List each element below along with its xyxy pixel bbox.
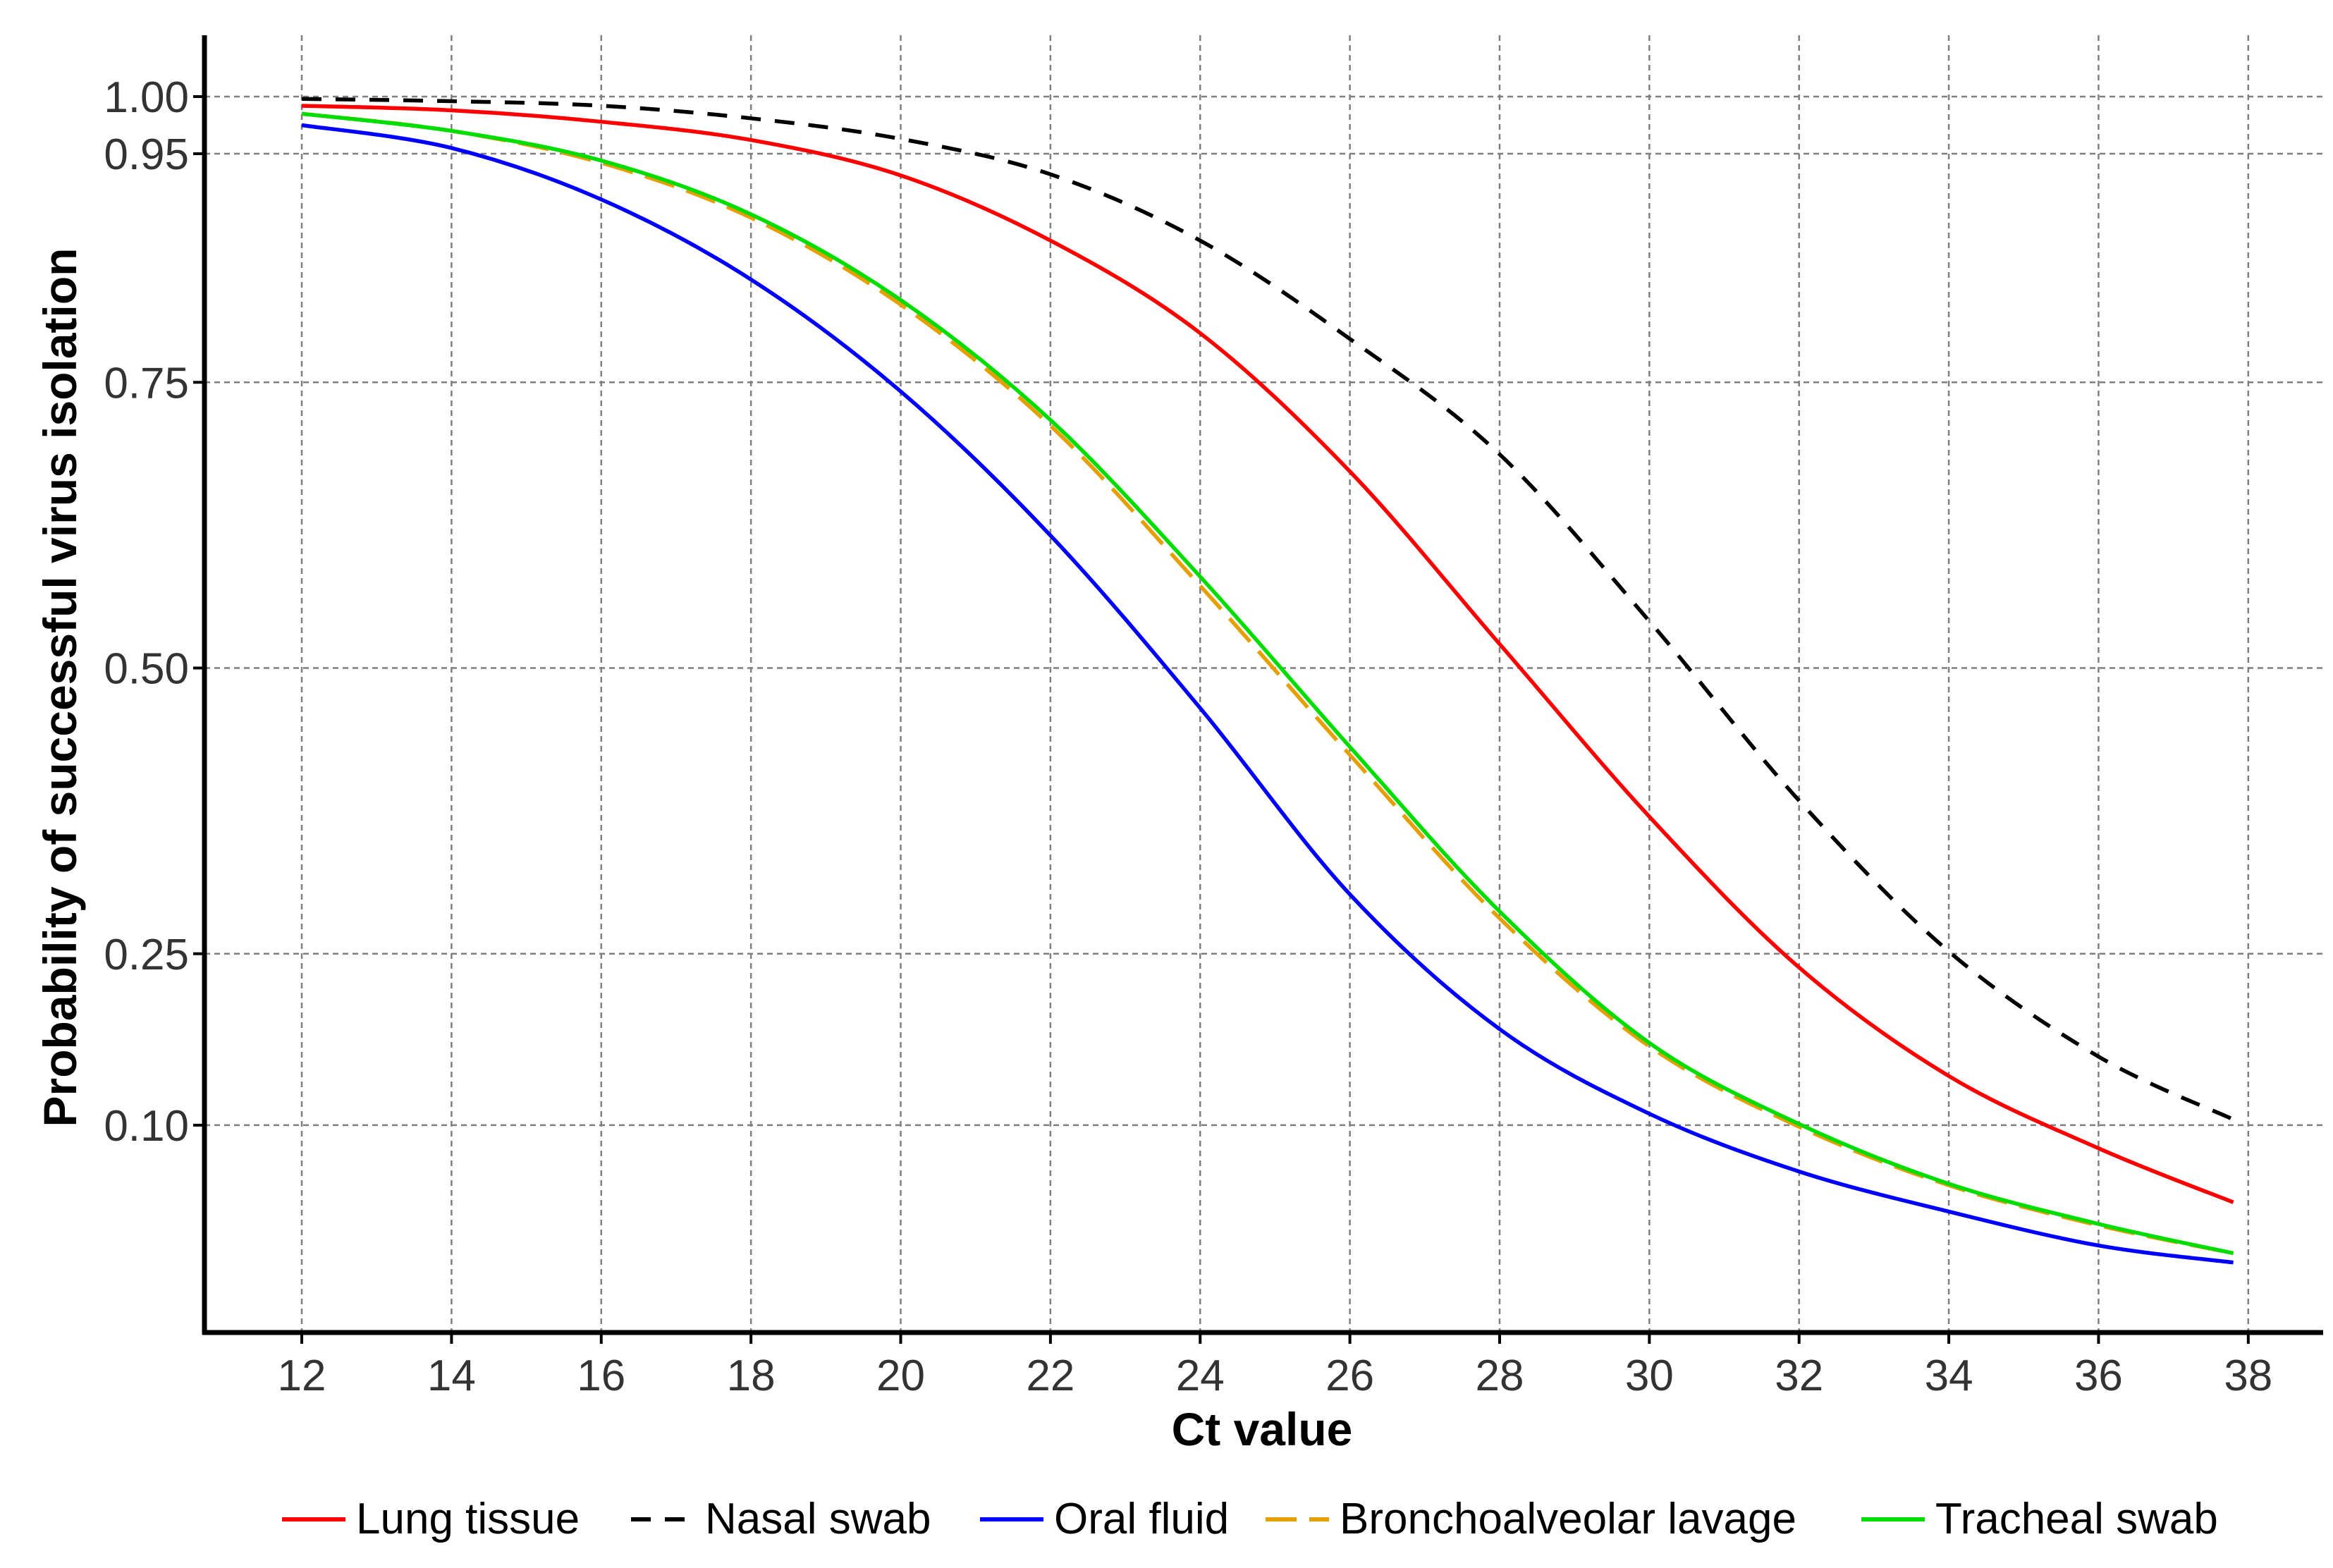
x-tick-label-22: 22 bbox=[1026, 1352, 1074, 1400]
y-axis-ticks: 1.00 0.95 0.75 0.50 0.25 0.10 bbox=[104, 73, 204, 1151]
horizontal-gridlines bbox=[204, 95, 2323, 1127]
x-tick-label-38: 38 bbox=[2224, 1352, 2272, 1400]
series-lines bbox=[301, 97, 2234, 1265]
x-tick-label-28: 28 bbox=[1475, 1352, 1524, 1400]
x-tick-label-14: 14 bbox=[427, 1352, 476, 1400]
x-tick-label-18: 18 bbox=[727, 1352, 776, 1400]
vertical-gridlines bbox=[300, 35, 2250, 1333]
legend-label-nasal-swab: Nasal swab bbox=[705, 1495, 931, 1543]
series-line-tracheal-swab bbox=[301, 111, 2234, 1256]
x-tick-label-24: 24 bbox=[1176, 1352, 1225, 1400]
series-line-oral-fluid bbox=[301, 123, 2234, 1265]
x-tick-label-26: 26 bbox=[1325, 1352, 1374, 1400]
legend: Lung tissue Nasal swab Oral fluid Bronchoal… bbox=[282, 1495, 2218, 1543]
y-tick-label-0_5: 0.50 bbox=[104, 645, 189, 694]
y-axis-title: Probability of successful virus isolatio… bbox=[34, 248, 86, 1127]
legend-label-oral-fluid: Oral fluid bbox=[1054, 1495, 1229, 1543]
x-tick-label-20: 20 bbox=[876, 1352, 925, 1400]
legend-label-lung-tissue: Lung tissue bbox=[356, 1495, 580, 1543]
x-tick-label-16: 16 bbox=[577, 1352, 625, 1400]
y-tick-label-0_25: 0.25 bbox=[104, 931, 189, 979]
x-tick-label-36: 36 bbox=[2074, 1352, 2123, 1400]
x-axis-ticks: 12 14 16 18 20 22 24 26 28 30 32 34 36 38 bbox=[278, 1333, 2272, 1400]
x-axis-title: Ct value bbox=[1172, 1403, 1353, 1455]
x-tick-label-30: 30 bbox=[1625, 1352, 1674, 1400]
y-tick-label-0_75: 0.75 bbox=[104, 359, 189, 408]
x-tick-label-34: 34 bbox=[1925, 1352, 1973, 1400]
y-tick-label-1: 1.00 bbox=[104, 73, 189, 122]
x-tick-label-32: 32 bbox=[1775, 1352, 1823, 1400]
y-tick-label-0_1: 0.10 bbox=[104, 1102, 189, 1151]
series-line-lung-tissue bbox=[301, 104, 2234, 1204]
x-tick-label-12: 12 bbox=[278, 1352, 326, 1400]
series-line-nasal-swab bbox=[301, 97, 2234, 1122]
y-tick-label-0_95: 0.95 bbox=[104, 130, 189, 179]
legend-label-bronchoalveolar-lavage: Bronchoalveolar lavage bbox=[1340, 1495, 1796, 1543]
legend-label-tracheal-swab: Tracheal swab bbox=[1935, 1495, 2218, 1543]
